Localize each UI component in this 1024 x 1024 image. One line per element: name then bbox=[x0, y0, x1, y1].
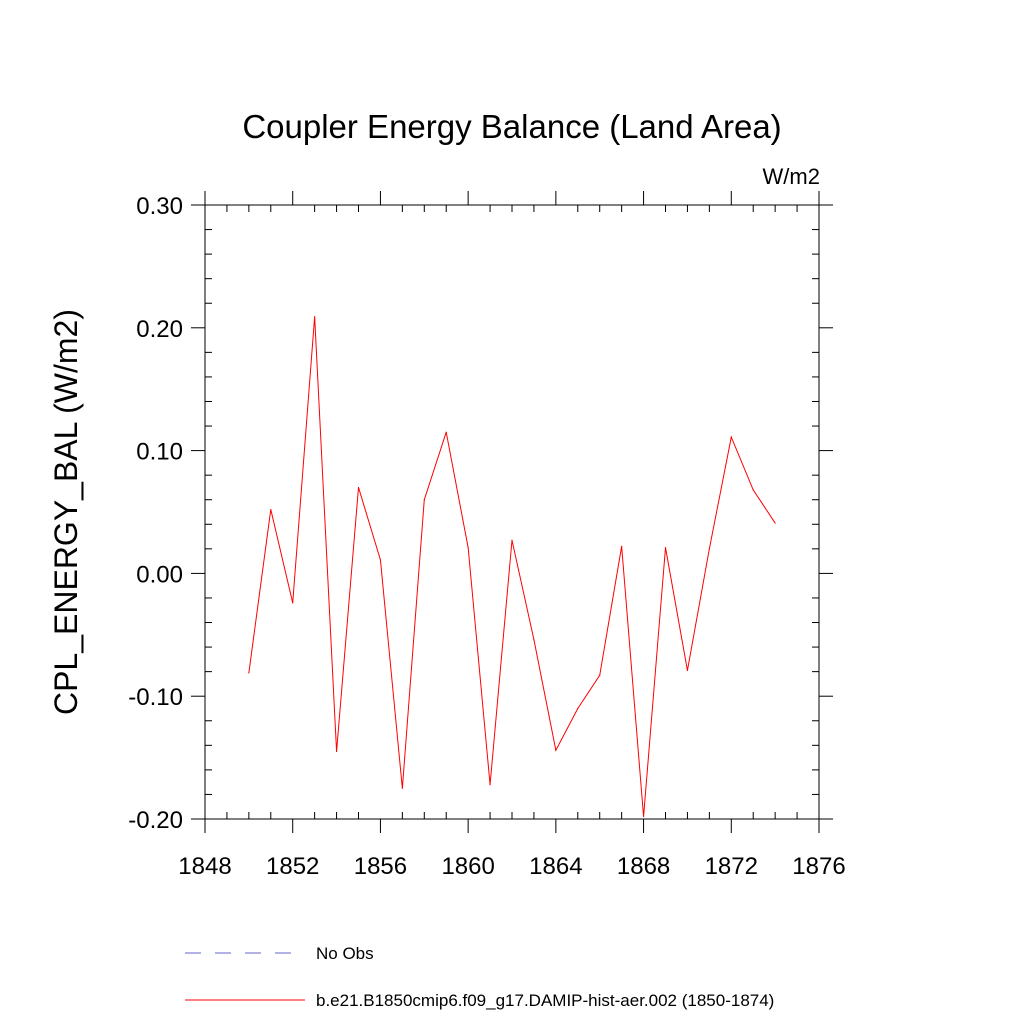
x-tick-label: 1860 bbox=[441, 853, 494, 880]
legend-label-model-run: b.e21.B1850cmip6.f09_g17.DAMIP-hist-aer.… bbox=[316, 991, 774, 1010]
data-point bbox=[577, 707, 579, 710]
x-tick-label: 1864 bbox=[529, 853, 582, 880]
y-tick-label: -0.20 bbox=[128, 807, 183, 834]
y-tick-label: -0.10 bbox=[128, 684, 183, 711]
data-point bbox=[533, 639, 535, 641]
data-point bbox=[248, 672, 250, 674]
data-point bbox=[686, 669, 689, 672]
x-tick-label: 1852 bbox=[266, 853, 319, 880]
x-tick-label: 1848 bbox=[178, 853, 231, 880]
data-point bbox=[621, 545, 623, 547]
data-point bbox=[335, 750, 338, 753]
y-axis-label: CPL_ENERGY_BAL (W/m2) bbox=[48, 309, 84, 715]
x-tick-label: 1872 bbox=[705, 853, 758, 880]
series-line-0 bbox=[248, 316, 776, 817]
data-point bbox=[752, 489, 754, 491]
data-point bbox=[467, 547, 469, 549]
plot-frame bbox=[204, 204, 820, 820]
ticks-layer bbox=[191, 191, 833, 833]
legend: No Obs b.e21.B1850cmip6.f09_g17.DAMIP-hi… bbox=[185, 944, 774, 1010]
data-point bbox=[423, 499, 425, 501]
y-tick-label: 0.10 bbox=[136, 439, 183, 466]
y-tick-label: 0.00 bbox=[136, 561, 183, 588]
units-label: W/m2 bbox=[763, 164, 820, 189]
x-tick-label: 1856 bbox=[354, 853, 407, 880]
data-point bbox=[489, 784, 491, 786]
data-point bbox=[270, 508, 272, 511]
data-point bbox=[401, 787, 403, 789]
data-point bbox=[379, 559, 382, 561]
data-point bbox=[774, 522, 776, 524]
x-tick-label: 1876 bbox=[792, 853, 845, 880]
data-point bbox=[642, 815, 645, 818]
data-point bbox=[555, 749, 557, 751]
data-point bbox=[599, 674, 601, 676]
data-point bbox=[708, 548, 710, 550]
y-tick-labels: -0.20 -0.10 0.00 0.10 0.20 0.30 bbox=[128, 193, 183, 834]
data-point bbox=[314, 316, 316, 318]
data-point bbox=[357, 486, 360, 489]
series-layer bbox=[248, 316, 776, 818]
y-tick-label: 0.20 bbox=[136, 316, 183, 343]
legend-label-no-obs: No Obs bbox=[316, 944, 374, 963]
chart-title: Coupler Energy Balance (Land Area) bbox=[242, 108, 781, 145]
data-point bbox=[292, 602, 294, 604]
x-tick-label: 1868 bbox=[617, 853, 670, 880]
x-tick-labels: 1848 1852 1856 1860 1864 1868 1872 1876 bbox=[178, 853, 845, 880]
data-point bbox=[511, 539, 513, 541]
data-point bbox=[445, 431, 447, 433]
data-point bbox=[664, 547, 667, 549]
data-point bbox=[730, 436, 732, 438]
y-tick-label: 0.30 bbox=[136, 193, 183, 220]
